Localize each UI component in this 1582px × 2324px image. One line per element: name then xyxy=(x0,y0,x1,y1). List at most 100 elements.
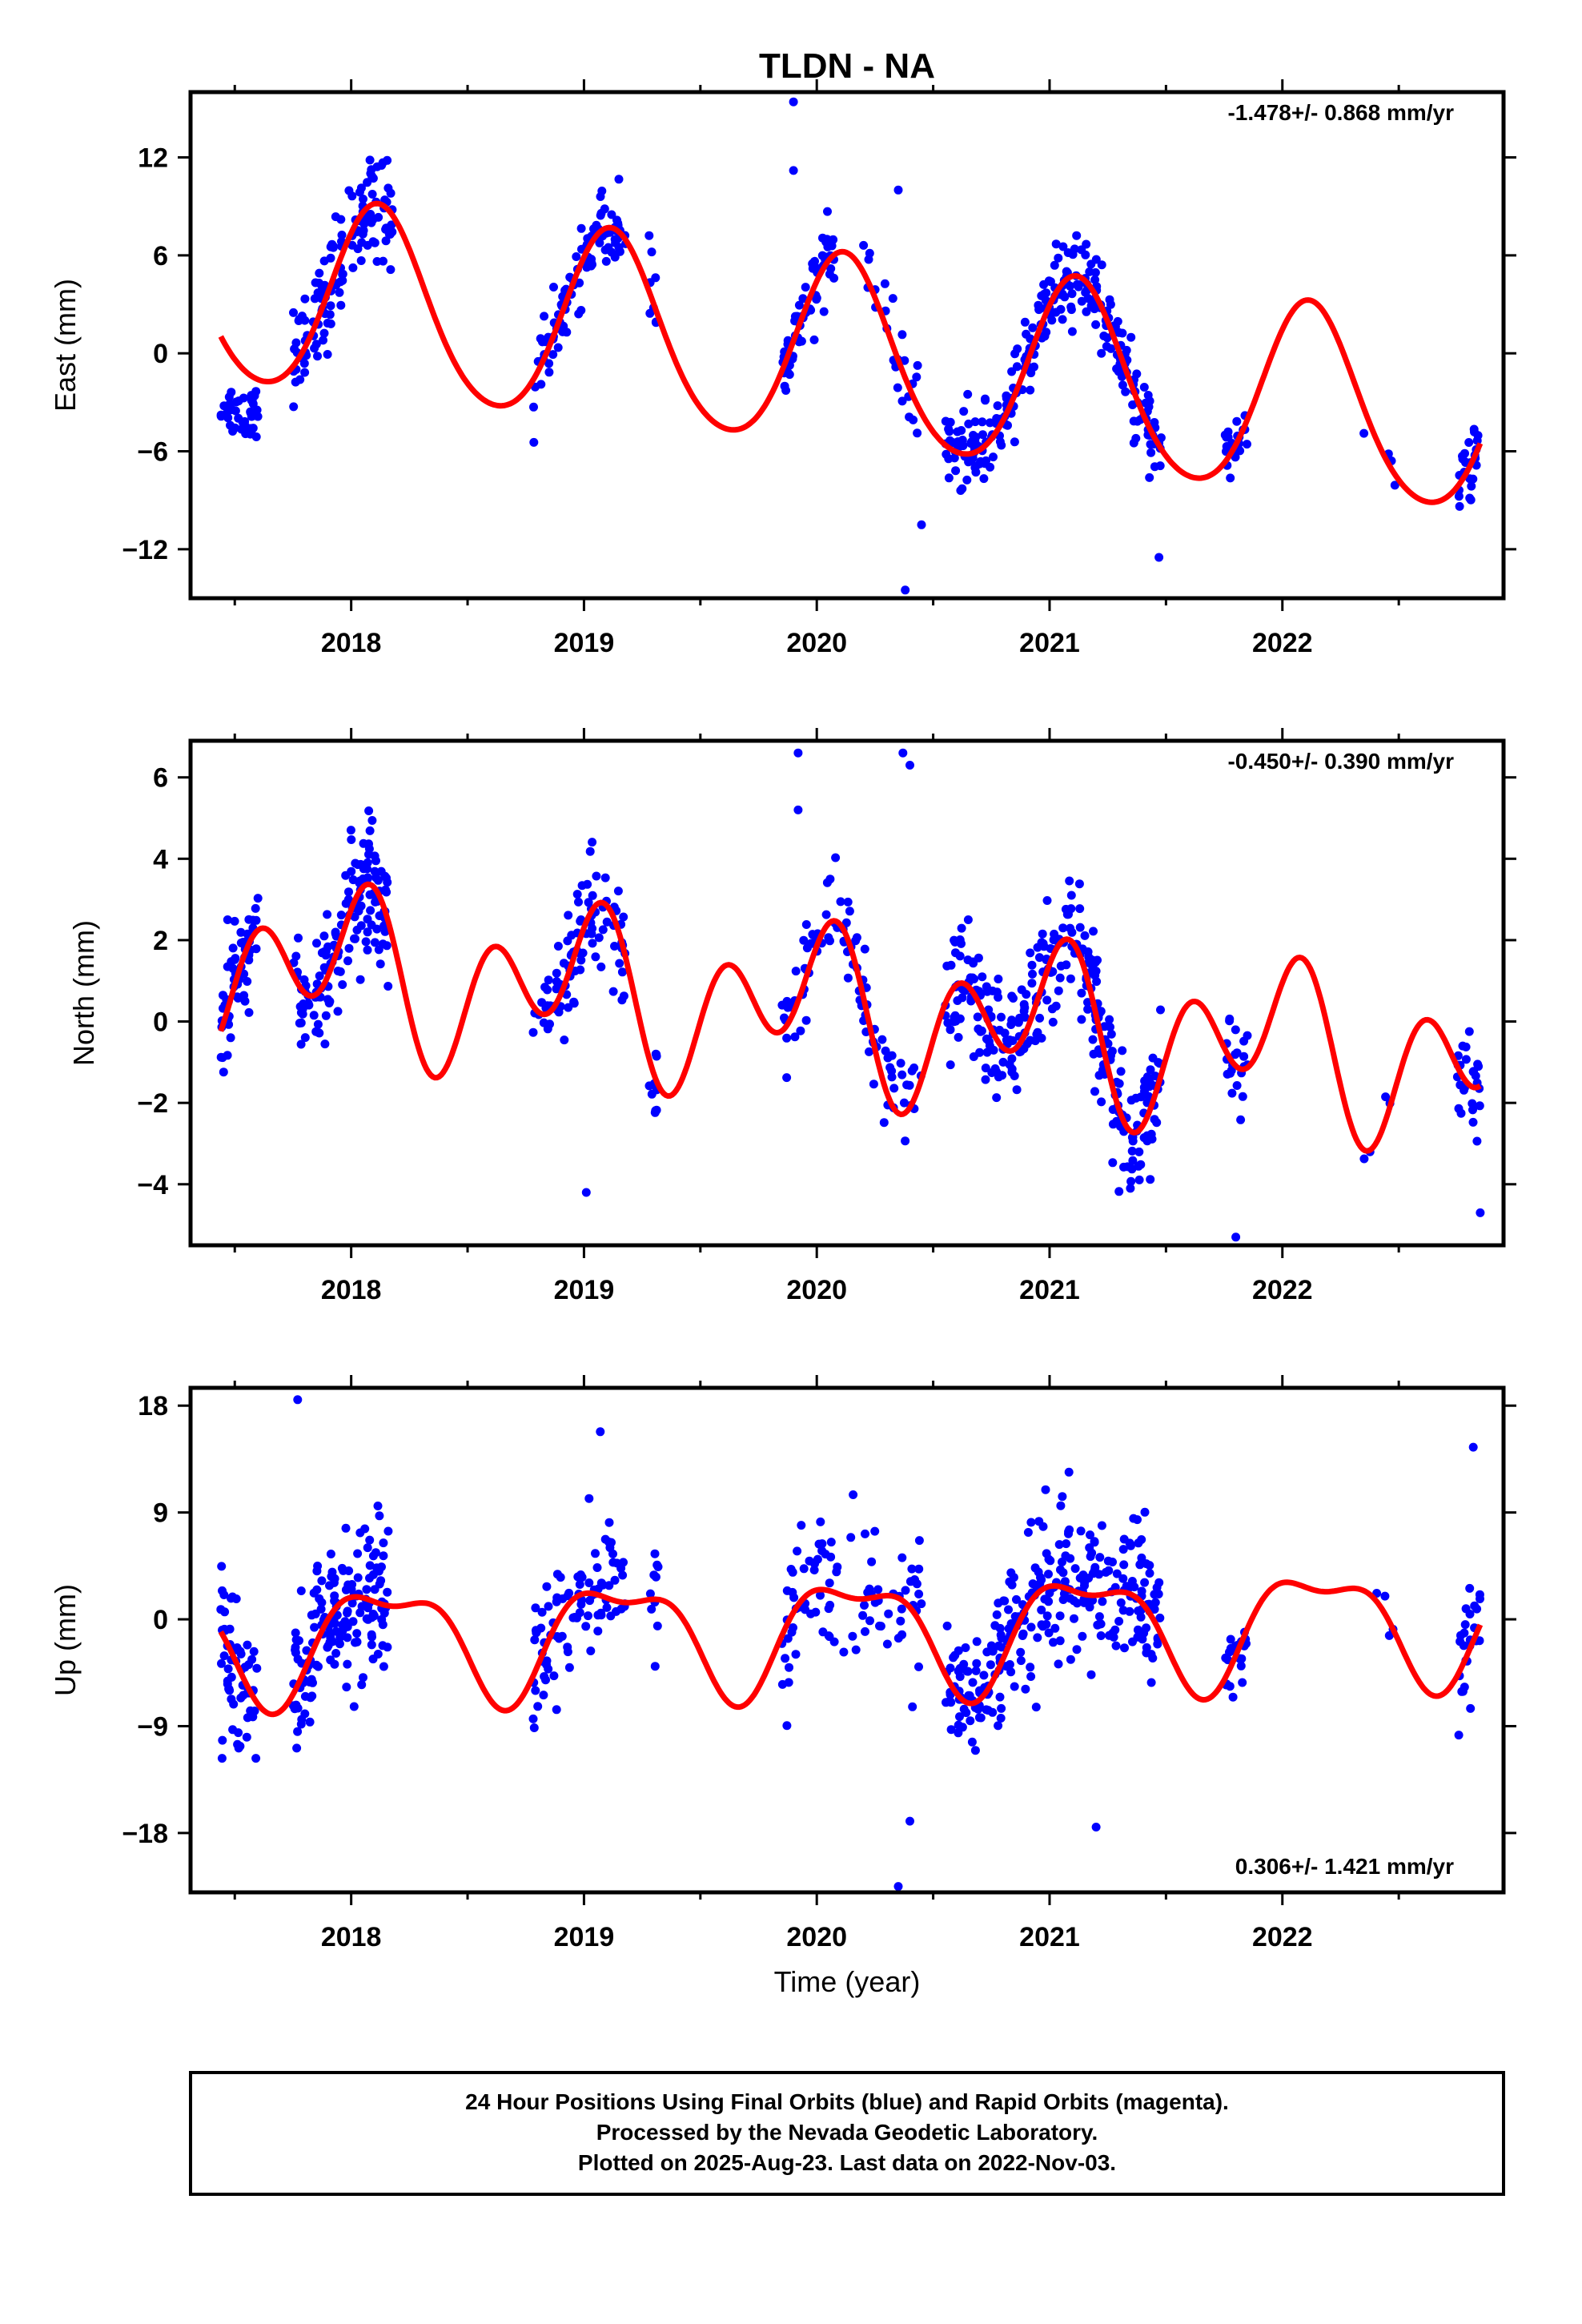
data-point xyxy=(831,853,841,862)
data-point xyxy=(613,887,623,896)
data-point xyxy=(337,1563,347,1573)
x-tick-label: 2020 xyxy=(786,628,847,658)
data-point xyxy=(367,1640,376,1650)
data-point xyxy=(955,1672,965,1682)
data-point xyxy=(232,1643,242,1652)
data-point xyxy=(994,1641,1003,1651)
data-point xyxy=(1465,1583,1475,1593)
data-point xyxy=(979,474,989,484)
data-point xyxy=(1455,501,1464,511)
data-point xyxy=(302,1646,311,1655)
data-point xyxy=(581,1188,591,1197)
data-point xyxy=(949,1653,958,1663)
data-point xyxy=(992,1068,1002,1076)
data-point xyxy=(230,916,239,926)
data-point xyxy=(1082,307,1091,316)
data-point xyxy=(946,1025,955,1035)
data-point xyxy=(324,999,334,1007)
data-point xyxy=(650,1549,660,1558)
data-point xyxy=(1111,1641,1121,1651)
data-point xyxy=(325,1581,334,1590)
data-point xyxy=(593,1626,603,1636)
data-point xyxy=(990,1621,1000,1630)
data-point xyxy=(798,294,808,304)
x-tick-label: 2018 xyxy=(321,628,382,658)
y-tick-label: −2 xyxy=(137,1088,168,1119)
data-point xyxy=(1019,1007,1029,1016)
data-point xyxy=(296,1719,306,1729)
y-tick-label: −18 xyxy=(122,1819,168,1849)
data-point xyxy=(913,428,922,438)
data-point xyxy=(378,1641,387,1651)
data-point xyxy=(366,906,375,915)
data-point xyxy=(1091,255,1101,264)
y-axis-label: North (mm) xyxy=(67,920,100,1066)
data-point xyxy=(576,306,586,315)
data-point xyxy=(240,996,250,1006)
x-tick-label: 2021 xyxy=(1019,1922,1080,1952)
data-point xyxy=(239,393,248,403)
data-point xyxy=(315,268,324,278)
data-point xyxy=(1034,300,1043,310)
data-point xyxy=(1058,923,1068,933)
data-point xyxy=(993,401,1002,411)
data-point xyxy=(250,1707,259,1715)
model-fit-line xyxy=(218,1579,1484,1718)
data-point xyxy=(1236,1661,1246,1671)
data-point xyxy=(331,212,340,222)
data-point xyxy=(218,1586,227,1595)
data-point xyxy=(1116,1598,1126,1607)
data-point xyxy=(236,927,246,937)
data-point xyxy=(1154,553,1164,562)
data-point xyxy=(217,1754,227,1763)
data-point xyxy=(1050,260,1059,270)
data-point xyxy=(1091,1823,1101,1831)
data-point xyxy=(942,961,952,971)
data-point xyxy=(1047,1004,1057,1014)
data-point xyxy=(293,1655,303,1664)
data-point xyxy=(1097,348,1106,358)
data-point xyxy=(591,1549,600,1558)
data-point xyxy=(1055,1636,1065,1646)
data-point xyxy=(1026,1518,1036,1527)
data-point xyxy=(346,826,355,835)
data-point xyxy=(943,1018,953,1027)
data-point xyxy=(1094,1612,1104,1622)
data-point xyxy=(799,1564,809,1574)
data-point xyxy=(963,389,973,399)
data-point xyxy=(335,1639,344,1649)
data-point xyxy=(351,1638,359,1647)
data-point xyxy=(543,1001,552,1011)
data-point xyxy=(564,1003,573,1012)
data-point xyxy=(1058,242,1068,251)
data-point xyxy=(972,1637,982,1647)
data-point xyxy=(914,1590,924,1598)
data-point xyxy=(959,407,969,416)
data-point xyxy=(1118,1545,1128,1554)
data-point xyxy=(576,223,586,233)
data-point xyxy=(824,933,833,943)
data-point xyxy=(1077,988,1086,998)
footer-line-3: Plotted on 2025-Aug-23. Last data on 202… xyxy=(578,2150,1116,2175)
data-point xyxy=(1150,1115,1159,1124)
data-point xyxy=(814,1539,824,1549)
data-point xyxy=(861,1529,869,1538)
data-point xyxy=(789,97,798,107)
data-point xyxy=(901,1586,910,1595)
data-point xyxy=(1468,1105,1477,1115)
data-point xyxy=(1026,385,1035,395)
data-point xyxy=(1139,383,1149,392)
data-point xyxy=(594,933,604,943)
data-point xyxy=(1055,973,1065,983)
data-point xyxy=(383,155,392,165)
data-point xyxy=(1102,342,1111,351)
data-point xyxy=(848,1631,857,1641)
data-point xyxy=(1054,986,1063,995)
data-point xyxy=(386,188,396,198)
data-point xyxy=(1112,1116,1122,1126)
data-point xyxy=(1072,1598,1082,1608)
data-point xyxy=(1051,308,1061,317)
data-point xyxy=(1000,1596,1010,1606)
data-point xyxy=(809,335,819,344)
data-point xyxy=(799,935,809,945)
